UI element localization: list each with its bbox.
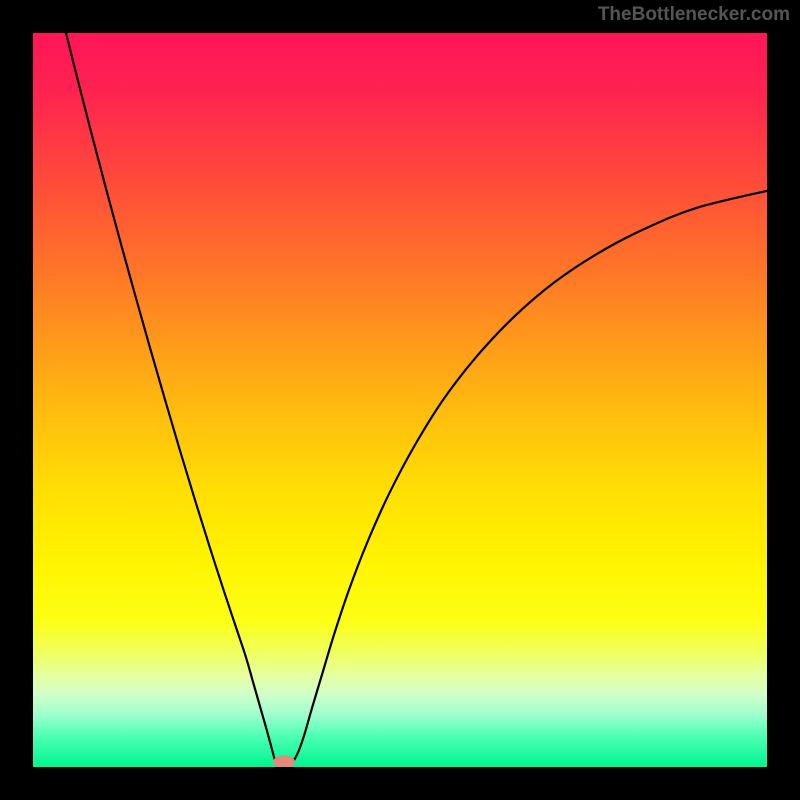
watermark-label: TheBottlenecker.com [598, 4, 790, 26]
optimum-marker [273, 755, 295, 768]
chart-background [33, 33, 767, 767]
bottleneck-chart [0, 0, 800, 800]
chart-container: TheBottlenecker.com [0, 0, 800, 800]
